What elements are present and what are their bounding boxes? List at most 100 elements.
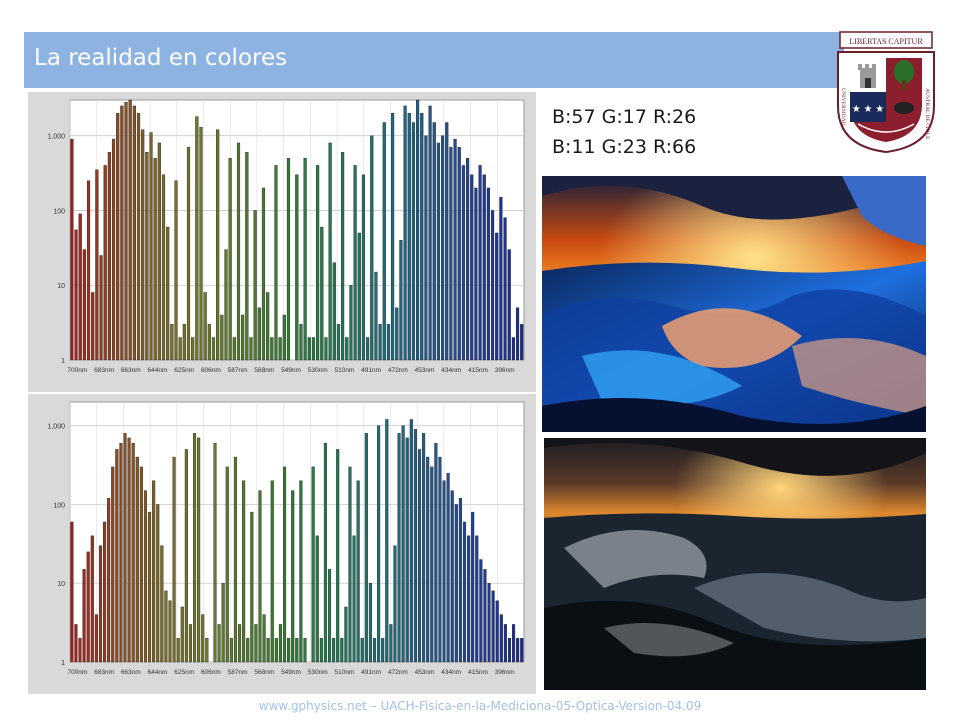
y-tick-label: 10 <box>57 283 65 290</box>
y-tick-label: 1 <box>61 358 65 365</box>
spectrum-bar <box>95 169 99 361</box>
y-tick-label: 100 <box>53 208 65 215</box>
spectrum-bar <box>197 437 201 663</box>
x-tick-label: 472nm <box>388 669 408 676</box>
rgb-value-label: B:57 G:17 R:26 <box>552 106 697 128</box>
spectrum-bar <box>188 624 193 663</box>
x-tick-label: 530nm <box>308 669 328 676</box>
spectrum-bar <box>111 138 116 361</box>
spectrum-bar <box>127 437 131 663</box>
spectrum-bar <box>78 213 82 361</box>
x-tick-label: 644nm <box>148 367 168 374</box>
x-tick-label: 415nm <box>468 367 488 374</box>
x-tick-label: 700nm <box>67 367 87 374</box>
spectrum-bar <box>233 456 237 663</box>
x-tick-label: 625nm <box>174 367 194 374</box>
spectrum-bar <box>128 99 132 361</box>
spectrum-bar <box>389 624 393 663</box>
spectrum-bar <box>328 142 332 361</box>
spectrum-bar <box>278 624 282 663</box>
slide-title: La realidad en colores <box>34 45 288 71</box>
spectrum-bar <box>503 217 507 361</box>
spectrum-bar <box>203 292 207 361</box>
spectrum-bar <box>417 449 422 663</box>
spectrum-histogram-bottom: 1 10 100 1,000 700nm 683nm 663nm 644nm 625nm 606n… <box>28 394 536 694</box>
spectrum-bar <box>391 112 395 361</box>
spectrum-bar <box>324 337 328 361</box>
x-tick-label: 510nm <box>334 367 354 374</box>
spectrum-bar <box>413 429 417 663</box>
spectrum-bar <box>107 498 111 663</box>
spectrum-bar <box>86 180 91 361</box>
spectrum-bar <box>161 174 166 361</box>
spectrum-bar <box>299 480 303 663</box>
spectrum-bar <box>257 307 261 361</box>
x-tick-label: 396nm <box>495 669 515 676</box>
spectrum-bar <box>99 255 103 361</box>
spectrum-bar <box>120 105 124 361</box>
spectrum-bar <box>316 165 320 361</box>
spectrum-bar <box>98 545 103 663</box>
spectrum-bar <box>320 226 324 361</box>
spectrum-bar <box>225 466 229 663</box>
spectrum-bar <box>478 165 482 361</box>
stormy-sea-false-color-photo <box>542 176 926 432</box>
spectrum-bar <box>341 152 345 361</box>
spectrum-bar <box>278 337 282 361</box>
spectrum-bar <box>340 638 344 663</box>
stormy-sea-original-photo <box>544 438 926 690</box>
spectrum-chart-svg: 1 10 100 1,000 700nm 683nm 663nm 644nm 625nm 606n… <box>47 401 525 676</box>
spectrum-bar <box>353 165 357 361</box>
false-color-sea-image <box>542 176 926 432</box>
spectrum-bar <box>405 437 409 663</box>
spectrum-bar <box>385 419 389 663</box>
university-logo: LIBERTAS CAPITUR ★ ★ ★ UNIVERSIDAD AUSTR… <box>834 28 938 154</box>
spectrum-bar <box>311 466 315 663</box>
spectrum-bar <box>182 324 186 361</box>
spectrum-bar <box>360 638 364 663</box>
spectrum-bar <box>393 545 397 663</box>
spectrum-bar <box>282 314 286 361</box>
logo-motto: LIBERTAS CAPITUR <box>849 37 923 46</box>
spectrum-bar <box>303 157 307 361</box>
spectrum-bar <box>274 165 278 361</box>
spectrum-bar <box>461 165 465 361</box>
spectrum-bar <box>520 638 524 663</box>
spectrum-bar <box>401 425 405 663</box>
spectrum-bar <box>124 102 128 361</box>
spectrum-bar <box>503 624 507 663</box>
x-tick-label: 415nm <box>468 669 488 676</box>
spectrum-bar <box>132 105 136 361</box>
spectrum-bar <box>332 638 336 663</box>
spectrum-bar <box>70 521 74 663</box>
spectrum-bar <box>111 466 115 663</box>
spectrum-bar <box>366 337 370 361</box>
spectrum-bar <box>445 122 449 361</box>
spectrum-bar <box>236 142 241 361</box>
spectrum-bar <box>250 511 254 663</box>
spectrum-bar <box>160 545 164 663</box>
spectrum-bar <box>178 337 182 361</box>
spectrum-bar <box>344 606 348 663</box>
spectrum-bar <box>254 624 258 663</box>
spectrum-bar <box>307 337 311 361</box>
spectrum-bar <box>119 442 123 663</box>
spectrum-bar <box>207 324 211 361</box>
spectrum-bar <box>216 129 220 361</box>
spectrum-bar <box>486 187 490 361</box>
spectrum-bar <box>381 638 385 663</box>
spectrum-bar <box>483 569 487 663</box>
spectrum-bar <box>287 638 291 663</box>
y-tick-label: 1 <box>61 660 65 667</box>
spectrum-bar <box>249 337 253 361</box>
x-tick-label: 606nm <box>201 669 221 676</box>
spectrum-bar <box>211 337 216 361</box>
spectrum-bar <box>411 122 416 361</box>
spectrum-bar <box>471 511 475 663</box>
spectrum-bar <box>422 433 426 663</box>
spectrum-bar <box>74 229 78 361</box>
x-tick-label: 700nm <box>67 669 87 676</box>
spectrum-bar <box>323 442 327 663</box>
x-tick-label: 683nm <box>94 367 114 374</box>
spectrum-bar <box>232 337 236 361</box>
